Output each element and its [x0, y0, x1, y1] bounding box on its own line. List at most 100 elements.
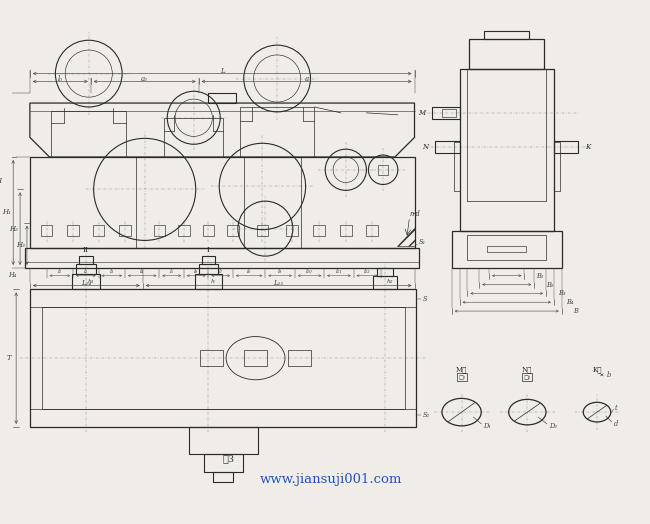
Text: B₃: B₃ [558, 289, 566, 298]
Text: l₀: l₀ [58, 74, 63, 82]
Bar [487, 246, 526, 252]
Bar [523, 373, 532, 381]
Bar [460, 69, 554, 231]
Bar [200, 351, 223, 366]
Text: S: S [422, 296, 427, 303]
Text: H₃: H₃ [16, 242, 25, 249]
Bar [244, 351, 267, 366]
Bar [153, 225, 165, 236]
Bar [373, 276, 397, 289]
Text: l₁₂: l₁₂ [364, 269, 370, 274]
Text: l₈: l₈ [247, 269, 252, 274]
Bar [288, 351, 311, 366]
Bar [467, 235, 546, 260]
Text: a: a [304, 74, 309, 82]
Text: B: B [573, 307, 578, 315]
Text: h₁: h₁ [88, 279, 94, 284]
Text: H₄: H₄ [8, 271, 16, 279]
Text: L₁₅: L₁₅ [274, 279, 283, 287]
Text: l₄: l₄ [140, 269, 144, 274]
Bar [76, 264, 96, 274]
Bar [67, 225, 79, 236]
Bar [25, 248, 419, 268]
Text: II: II [83, 246, 89, 254]
Text: t: t [615, 404, 618, 412]
Text: n-d: n-d [410, 210, 421, 218]
Bar [367, 225, 378, 236]
Text: l₁₀: l₁₀ [306, 269, 313, 274]
Text: l₆: l₆ [194, 269, 198, 274]
Bar [72, 274, 99, 289]
Bar [286, 225, 298, 236]
Text: □₁: □₁ [458, 375, 465, 380]
Bar [164, 118, 223, 157]
Text: l₁₁: l₁₁ [335, 269, 343, 274]
Text: l₉: l₉ [278, 269, 282, 274]
Bar [435, 141, 460, 153]
Bar [378, 165, 388, 174]
Bar [42, 307, 405, 409]
Bar [213, 472, 233, 482]
Text: B₁: B₁ [536, 272, 543, 280]
Bar [93, 225, 105, 236]
Text: K向: K向 [592, 365, 602, 373]
Text: l₃: l₃ [110, 269, 114, 274]
Bar [30, 289, 417, 427]
Bar [41, 225, 53, 236]
Text: T: T [7, 354, 12, 362]
Text: l₂: l₂ [84, 269, 88, 274]
Text: H: H [0, 177, 1, 184]
Text: h: h [211, 279, 214, 284]
Text: H₂: H₂ [8, 225, 18, 233]
Text: h₂: h₂ [387, 279, 393, 284]
Bar [257, 225, 268, 236]
Bar [30, 157, 415, 248]
Text: □₂: □₂ [524, 375, 531, 380]
Text: a₂: a₂ [141, 74, 148, 82]
Bar [452, 231, 562, 268]
Text: I: I [207, 246, 210, 254]
Text: B₂: B₂ [546, 280, 554, 289]
Bar [554, 143, 560, 191]
Bar [189, 427, 257, 454]
Text: www.jiansuji001.com: www.jiansuji001.com [260, 473, 402, 486]
Bar [240, 107, 315, 157]
Bar [51, 111, 126, 157]
Text: l₁: l₁ [58, 269, 62, 274]
Bar [457, 373, 467, 381]
Text: N: N [422, 143, 428, 151]
Bar [202, 256, 215, 264]
Text: S₂: S₂ [422, 411, 430, 419]
Bar [313, 225, 325, 236]
Text: L: L [220, 67, 224, 74]
Text: l₅: l₅ [170, 269, 174, 274]
Text: M: M [418, 109, 425, 117]
Text: 图3: 图3 [222, 454, 234, 463]
Bar [377, 268, 393, 276]
Bar [195, 274, 222, 289]
Text: B₄: B₄ [566, 298, 573, 306]
Bar [432, 107, 460, 119]
Bar [209, 93, 236, 103]
Bar [79, 256, 93, 264]
Text: D₂: D₂ [549, 422, 557, 430]
Bar [554, 141, 578, 153]
Text: d: d [614, 420, 618, 428]
Bar [340, 225, 352, 236]
Bar [203, 454, 243, 472]
Bar [469, 39, 544, 69]
Bar [203, 225, 215, 236]
Bar [199, 264, 218, 274]
Bar [178, 225, 190, 236]
Text: S₁: S₁ [419, 238, 426, 246]
Text: L₁₄: L₁₄ [81, 279, 92, 287]
Text: l₇: l₇ [218, 269, 223, 274]
Bar [484, 31, 529, 39]
Bar [454, 143, 460, 191]
Bar [227, 225, 239, 236]
Text: b: b [607, 371, 611, 379]
Bar [442, 109, 456, 117]
Text: D₁: D₁ [483, 422, 491, 430]
Text: K: K [585, 143, 590, 151]
Text: H₁: H₁ [2, 209, 11, 216]
